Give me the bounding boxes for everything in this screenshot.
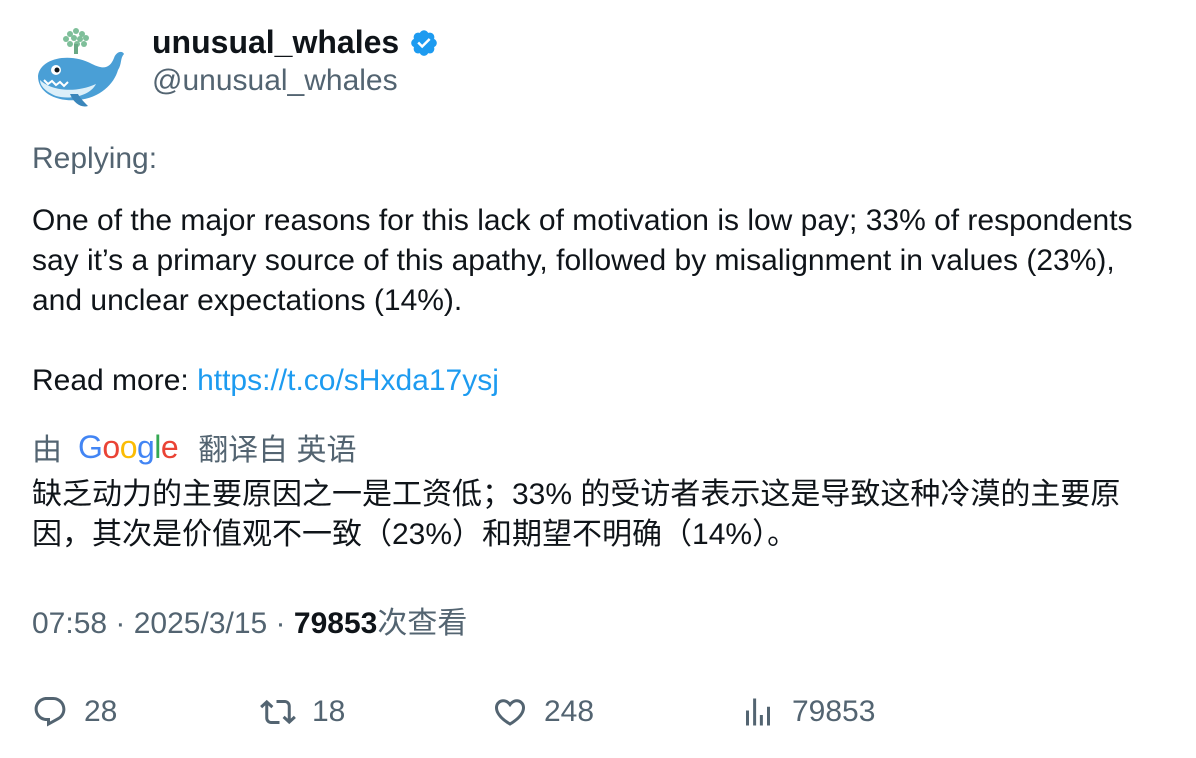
like-button[interactable]: 248 [492,690,594,734]
avatar[interactable] [30,24,126,114]
tweet-body: One of the major reasons for this lack o… [32,204,1133,317]
tweet-link[interactable]: https://t.co/sHxda17ysj [197,364,499,397]
views-button[interactable]: 79853 [740,690,875,734]
display-name[interactable]: unusual_whales [152,22,439,62]
tweet-text: One of the major reasons for this lack o… [32,201,1172,321]
meta-separator: · [107,607,134,640]
meta-separator: · [267,607,294,640]
retweet-count: 18 [312,695,346,728]
views-count: 79853 [293,607,378,640]
verified-badge-icon[interactable] [409,27,439,57]
read-more-line: Read more: https://t.co/sHxda17ysj [32,361,499,401]
views-action-count: 79853 [792,695,876,728]
replying-label: Replying: [32,142,158,175]
views-label: 次查看 [377,607,468,640]
tweet-actions: 28 18 248 79853 [32,690,1172,734]
reply-icon [34,697,66,727]
bar-chart-icon [746,698,770,726]
like-count: 248 [544,695,595,728]
whale-avatar-icon [38,28,124,107]
tweet-time[interactable]: 07:58 [32,607,108,640]
tweet-date[interactable]: 2025/3/15 [133,607,268,640]
read-more-label: Read more: [32,364,198,397]
google-logo: Google [78,428,179,465]
tweet-meta: 07:58 · 2025/3/15 · 79853次查看 [32,604,467,644]
translated-text: 缺乏动力的主要原因之一是工资低；33% 的受访者表示这是导致这种冷漠的主要原因，… [32,478,1121,551]
reply-count: 28 [84,695,118,728]
translation-suffix: 翻译自 英语 [198,434,357,467]
reply-button[interactable]: 28 [32,690,117,734]
retweet-icon [260,699,296,725]
display-name-text: unusual_whales [152,24,400,60]
heart-icon [494,699,526,726]
translation-prefix: 由 [32,434,62,467]
user-handle[interactable]: @unusual_whales [152,64,398,97]
translation-attribution[interactable]: 由 Google 翻译自 英语 [32,427,357,468]
retweet-button[interactable]: 18 [260,690,345,734]
